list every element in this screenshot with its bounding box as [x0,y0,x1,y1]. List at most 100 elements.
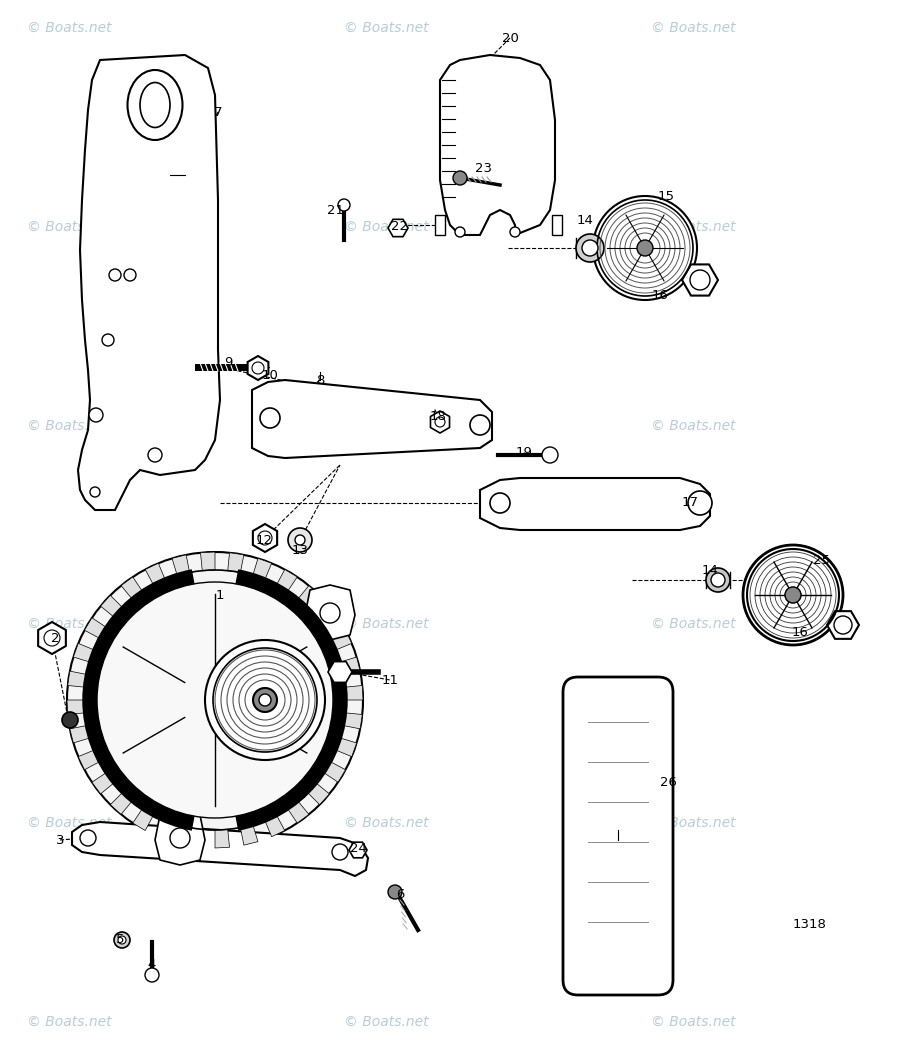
Text: 8: 8 [315,373,324,387]
Circle shape [387,885,402,899]
Circle shape [711,573,724,587]
Circle shape [742,545,842,645]
Text: 14: 14 [576,213,592,227]
Text: © Boats.net: © Boats.net [650,21,735,35]
Text: 26: 26 [659,775,675,789]
Polygon shape [67,700,86,714]
Polygon shape [72,822,368,876]
Polygon shape [100,595,123,617]
Circle shape [114,932,130,948]
Text: 16: 16 [651,289,667,301]
Text: 6: 6 [396,888,404,902]
Polygon shape [110,792,133,815]
Circle shape [784,587,800,602]
Text: 11: 11 [381,674,398,686]
Text: 24: 24 [349,841,366,855]
Circle shape [452,170,467,185]
Text: 22: 22 [391,220,408,232]
Circle shape [97,582,332,818]
Polygon shape [158,820,177,842]
Circle shape [118,936,126,943]
Polygon shape [228,552,244,572]
Polygon shape [252,380,491,458]
Text: 4: 4 [148,958,156,972]
Text: 18: 18 [429,409,446,423]
Polygon shape [552,215,562,235]
Polygon shape [133,809,154,831]
Polygon shape [79,750,100,770]
Text: 5: 5 [116,933,124,947]
Circle shape [705,568,730,592]
Polygon shape [253,524,277,552]
Text: © Boats.net: © Boats.net [27,21,112,35]
Circle shape [470,415,489,435]
Text: © Boats.net: © Boats.net [343,418,428,432]
Circle shape [62,712,78,728]
Polygon shape [121,577,143,599]
Polygon shape [342,712,362,729]
Polygon shape [186,827,202,847]
Polygon shape [154,810,205,865]
Text: 7: 7 [213,106,222,118]
Polygon shape [287,800,309,823]
Text: © Boats.net: © Boats.net [343,1015,428,1028]
Circle shape [88,408,103,422]
Text: © Boats.net: © Boats.net [343,617,428,631]
Text: 23: 23 [475,161,492,175]
Text: © Boats.net: © Boats.net [343,816,428,829]
Circle shape [331,844,348,860]
Circle shape [79,829,96,846]
Polygon shape [387,220,407,236]
Polygon shape [304,585,355,640]
Polygon shape [328,662,351,682]
Polygon shape [307,782,329,804]
Circle shape [689,270,709,290]
Polygon shape [479,478,709,530]
Polygon shape [349,842,367,858]
Text: 2: 2 [51,632,60,644]
Text: © Boats.net: © Boats.net [343,21,428,35]
Circle shape [205,640,325,760]
Circle shape [582,240,598,256]
FancyBboxPatch shape [563,677,672,995]
Circle shape [259,693,271,706]
Circle shape [90,487,100,497]
Circle shape [687,491,712,515]
Circle shape [542,447,557,463]
Polygon shape [440,55,554,235]
Polygon shape [315,606,338,628]
Text: © Boats.net: © Boats.net [650,1015,735,1028]
Text: © Boats.net: © Boats.net [27,816,112,829]
Text: 9: 9 [224,356,232,368]
Circle shape [454,227,464,237]
Text: © Boats.net: © Boats.net [650,220,735,233]
Ellipse shape [127,70,182,140]
Polygon shape [344,685,363,700]
Text: © Boats.net: © Boats.net [27,220,112,233]
Polygon shape [145,563,165,586]
Circle shape [592,196,696,300]
Polygon shape [430,411,449,433]
Circle shape [67,552,363,848]
Circle shape [575,234,603,262]
Polygon shape [265,815,284,837]
Circle shape [320,602,340,623]
Text: © Boats.net: © Boats.net [650,816,735,829]
Circle shape [294,535,304,545]
Text: 16: 16 [791,626,807,638]
Polygon shape [70,725,90,743]
Polygon shape [253,559,271,579]
Polygon shape [38,622,66,654]
Circle shape [833,616,851,634]
Text: 19: 19 [515,446,532,458]
Ellipse shape [140,83,170,128]
Text: 14: 14 [701,564,718,576]
Text: 1: 1 [216,589,224,601]
Circle shape [288,528,312,552]
Text: 1318: 1318 [792,917,826,931]
Text: 20: 20 [501,31,517,45]
Circle shape [124,269,135,281]
Polygon shape [297,586,320,608]
Polygon shape [240,824,257,845]
Circle shape [170,828,190,848]
